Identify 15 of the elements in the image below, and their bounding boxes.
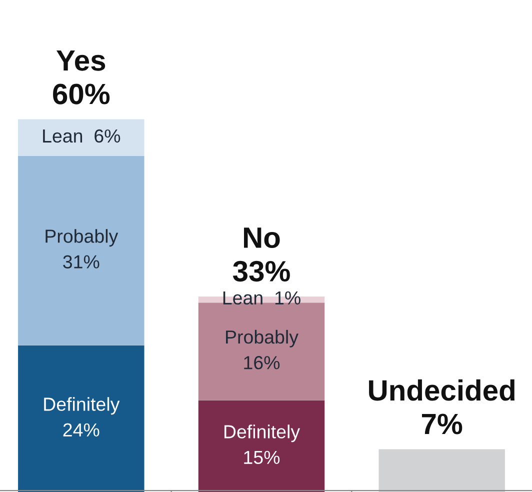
bar [378, 449, 505, 492]
data-label: Probably 16% [226, 330, 298, 370]
data-label: Definitely 15% [224, 424, 300, 464]
bar [18, 156, 144, 346]
total-label: Undecided 7% [369, 379, 514, 434]
bar [18, 345, 144, 492]
bar [198, 400, 325, 492]
data-label: Lean 1% [223, 291, 300, 305]
total-label: No 33% [232, 228, 290, 282]
data-label: Lean 6% [43, 129, 120, 143]
data-label: Probably 31% [46, 229, 118, 268]
bar [18, 119, 144, 156]
data-label: Definitely 24% [44, 397, 120, 436]
bar [198, 302, 325, 400]
total-label: Yes 60% [53, 50, 110, 104]
